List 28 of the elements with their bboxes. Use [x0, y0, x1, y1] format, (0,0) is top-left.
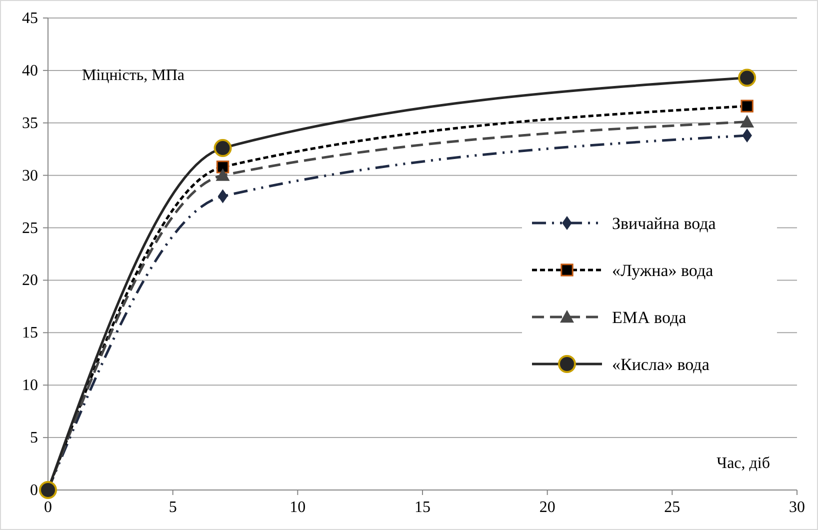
x-tick-label: 20	[539, 499, 556, 516]
y-tick-label: 35	[22, 114, 38, 132]
y-tick-label: 40	[22, 62, 38, 80]
point	[740, 100, 754, 112]
y-tick-label: 30	[22, 167, 38, 184]
x-tick-label: 25	[664, 499, 680, 516]
x-tick-label: 5	[168, 499, 177, 516]
y-tick-label: 20	[22, 272, 38, 290]
x-tick-label: 30	[789, 499, 805, 516]
x-axis-title: Час, діб	[716, 455, 770, 472]
y-axis-title: Міцність, МПа	[82, 67, 185, 84]
x-tick-label: 10	[290, 499, 306, 516]
x-tick-label: 0	[44, 499, 52, 516]
point	[218, 189, 228, 204]
point	[738, 68, 756, 87]
point	[39, 481, 57, 499]
legend-label: «Лужна» вода	[612, 261, 714, 280]
y-tick-label: 15	[22, 324, 38, 342]
y-tick-label: 5	[30, 430, 38, 447]
legend-label: ЕМА вода	[612, 308, 687, 327]
x-tick-label: 15	[414, 499, 430, 516]
point	[214, 139, 232, 158]
legend-label: Звичайна вода	[612, 214, 716, 233]
legend-label: «Кисла» вода	[612, 355, 710, 374]
y-tick-label: 10	[22, 377, 38, 394]
y-tick-label: 25	[22, 220, 38, 237]
y-tick-label: 45	[22, 10, 38, 27]
y-tick-label: 0	[30, 482, 38, 499]
